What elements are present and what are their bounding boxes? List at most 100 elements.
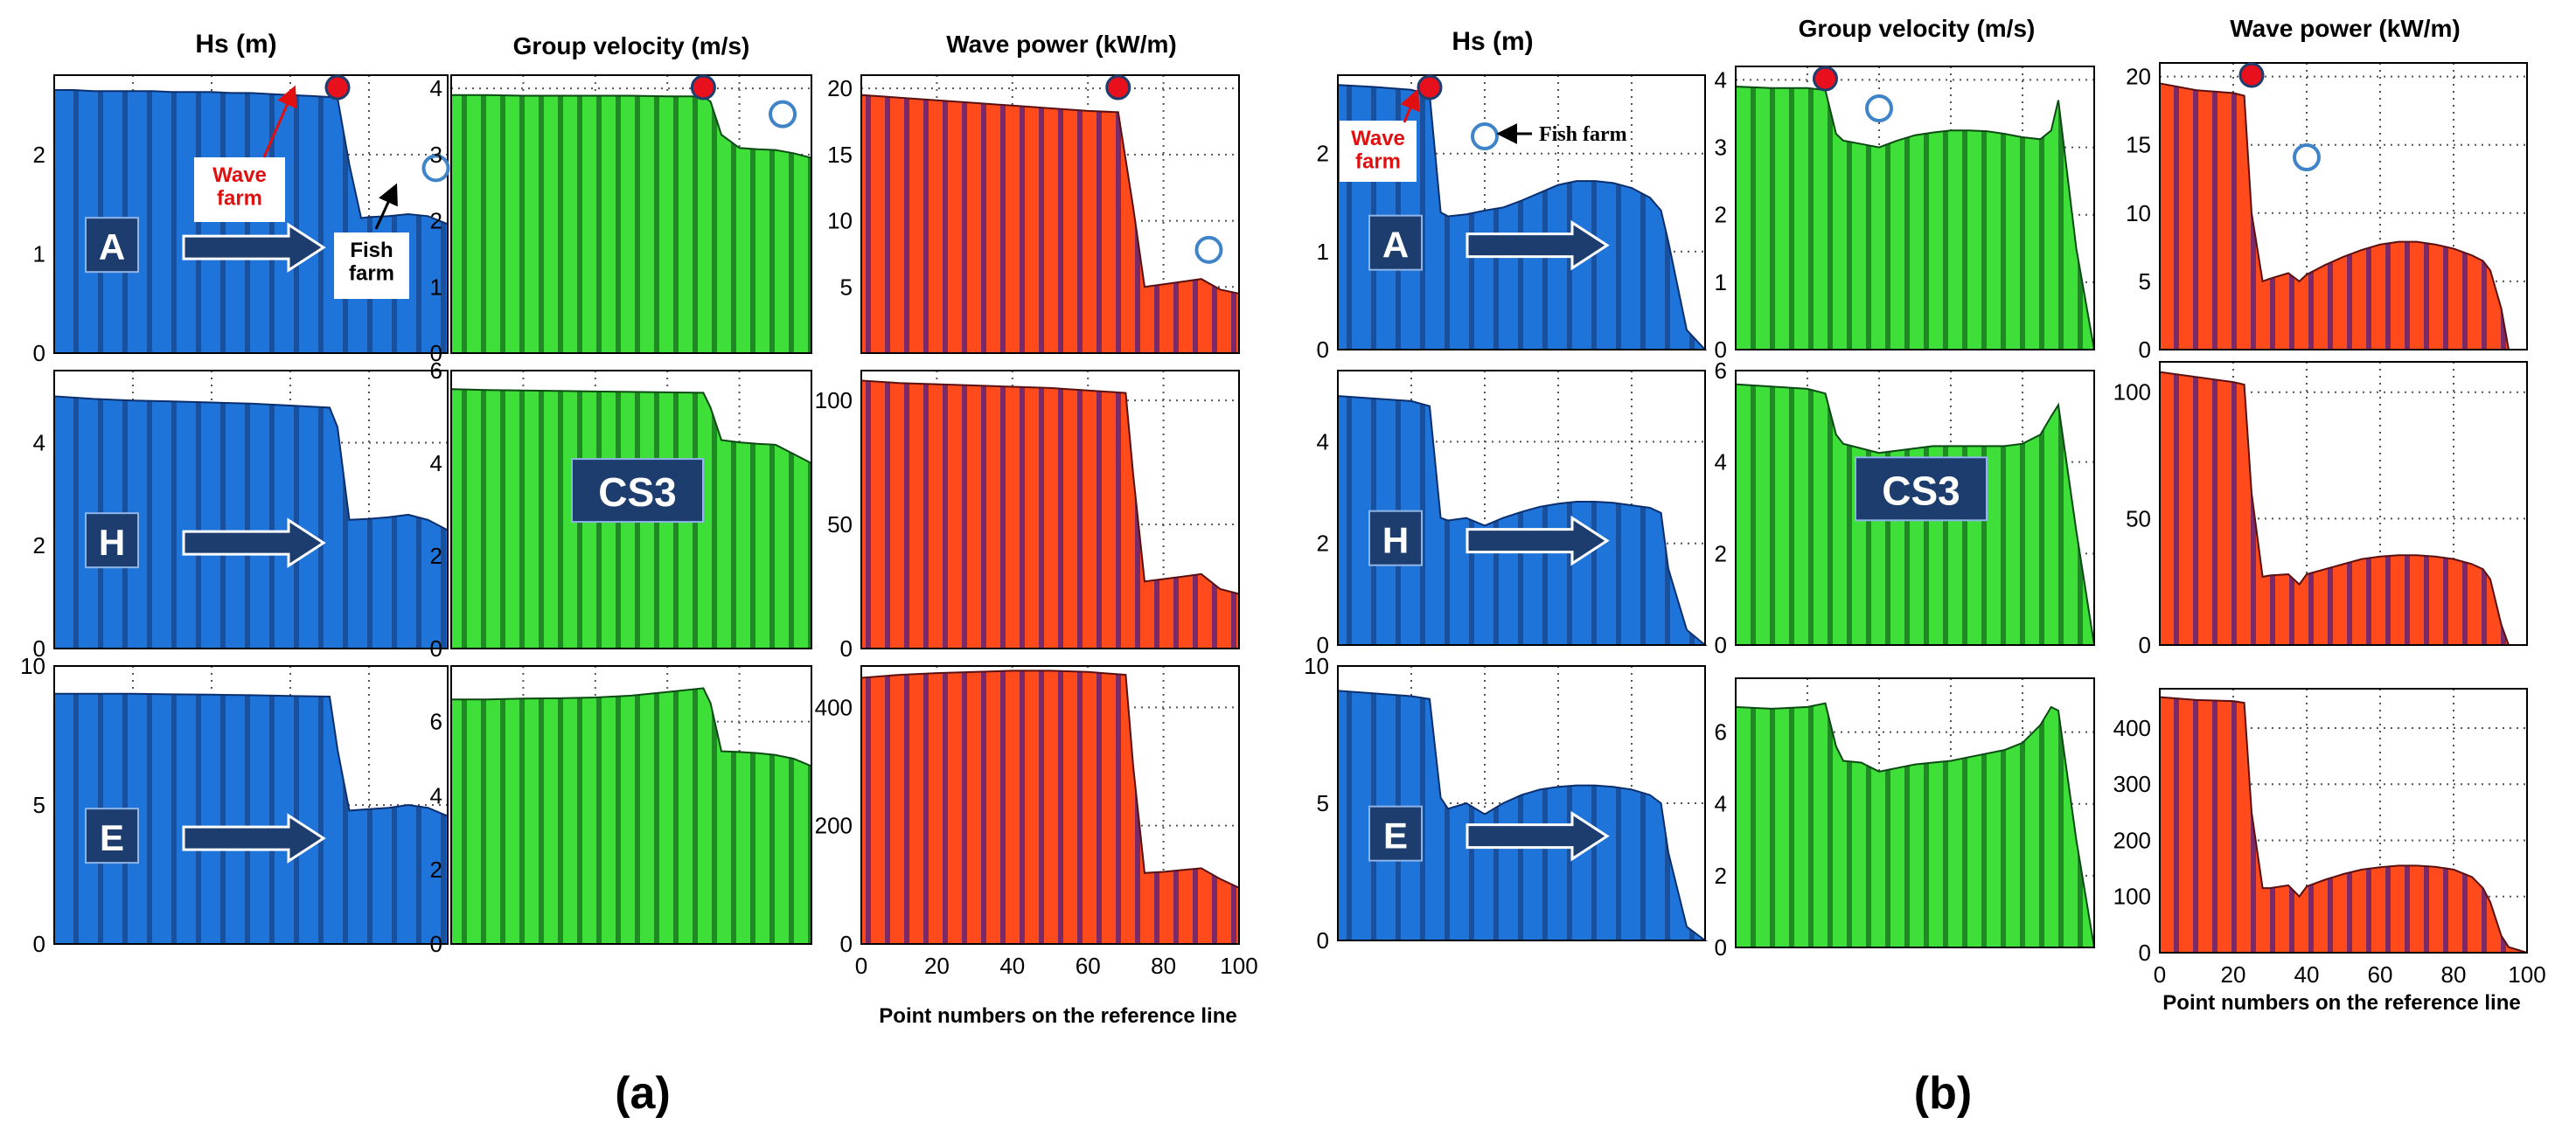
chart-b-e-15: 0 5 10 — [1304, 653, 1709, 954]
plot-frame — [2159, 688, 2528, 954]
series-area — [1337, 395, 1708, 646]
chart-b-a-9: 0 1 2 — [1317, 74, 1708, 363]
series-area — [860, 670, 1240, 945]
plot-frame — [860, 665, 1240, 945]
case-label-e: E — [85, 808, 139, 864]
fish-farm-arrow-a — [374, 183, 398, 230]
y-tick-label: 0 — [430, 931, 442, 957]
chart-b-e-17: 0 100 200 300 400 0 20 40 60 80 100 — [2113, 688, 2546, 988]
y-tick-label: 4 — [1715, 66, 1727, 93]
chart-a-e-6: 0 5 10 — [20, 653, 449, 957]
case-label-box — [85, 808, 139, 864]
y-tick-label: 4 — [430, 450, 442, 476]
y-tick-label: 200 — [815, 813, 853, 839]
fish-farm-marker — [1865, 94, 1893, 122]
wave-farm-marker — [1105, 74, 1131, 101]
y-tick-label: 2 — [33, 532, 45, 559]
y-tick-label: 50 — [2126, 505, 2151, 531]
chart-grid: 0120123451015200240246050100051002460200… — [20, 62, 2546, 988]
fish-farm-marker — [769, 100, 797, 128]
y-tick-label: 10 — [20, 653, 45, 679]
series-area — [1735, 702, 2096, 948]
y-tick-label: 0 — [840, 931, 853, 957]
panel-label-b: (b) — [1914, 1068, 1972, 1119]
fish-farm-label-a: Fish farm — [349, 239, 394, 285]
y-tick-label: 0 — [1715, 337, 1727, 363]
y-tick-label: 4 — [430, 782, 442, 808]
plot-frame — [1735, 66, 2095, 350]
y-tick-label: 2 — [430, 208, 442, 234]
case-label-a: A — [1368, 214, 1423, 271]
direction-arrow — [1466, 515, 1610, 566]
y-tick-label: 1 — [430, 274, 442, 300]
y-tick-label: 4 — [1715, 449, 1727, 475]
y-tick-label: 400 — [2113, 715, 2151, 741]
fish-farm-label-bg-a — [334, 232, 409, 299]
fish-farm-label-b: Fish farm — [1539, 123, 1627, 146]
x-tick-label: 60 — [2368, 961, 2393, 988]
case-label-h: H — [85, 512, 139, 569]
series-area — [53, 692, 449, 945]
y-tick-label: 2 — [430, 857, 442, 883]
plot-frame — [860, 74, 1240, 354]
y-tick-label: 400 — [815, 694, 853, 720]
wave-farm-marker — [690, 74, 716, 101]
wave-farm-label-bg-a — [194, 157, 285, 222]
chart-a-h-3: 0 2 4 — [33, 370, 449, 662]
plot-frame — [450, 370, 812, 649]
series-area — [1337, 690, 1709, 941]
y-tick-label: 2 — [430, 543, 442, 569]
y-tick-label: 100 — [815, 387, 853, 413]
y-tick-label: 10 — [2126, 200, 2151, 226]
y-tick-label: 0 — [33, 340, 45, 366]
y-tick-label: 2 — [1715, 202, 1727, 228]
y-tick-label: 200 — [2113, 827, 2151, 853]
y-tick-label: 5 — [840, 274, 853, 300]
chart-a-e-7: 0 2 4 6 — [430, 665, 812, 957]
y-tick-label: 3 — [430, 142, 442, 168]
fish-farm-marker — [2293, 143, 2321, 171]
cs3-box — [571, 458, 704, 524]
series-area — [860, 94, 1240, 354]
title-cg-a: Group velocity (m/s) — [513, 32, 750, 59]
y-tick-label: 4 — [1715, 791, 1727, 817]
chart-a-h-5: 0 50 100 — [815, 370, 1240, 662]
chart-b-h-12: 0 2 4 — [1317, 370, 1708, 658]
case-label-box — [85, 512, 139, 569]
series-area — [53, 395, 449, 649]
y-tick-label: 0 — [33, 635, 45, 662]
title-cg-b: Group velocity (m/s) — [1799, 15, 2036, 42]
case-label-box — [1368, 214, 1423, 271]
plot-frame — [1337, 370, 1706, 646]
y-tick-label: 0 — [1317, 927, 1329, 954]
y-tick-label: 5 — [33, 792, 45, 818]
case-label-e: E — [1368, 805, 1423, 862]
y-tick-label: 6 — [1715, 719, 1727, 746]
direction-arrow — [1466, 219, 1610, 271]
x-tick-label: 40 — [2294, 961, 2320, 988]
case-label-box — [85, 217, 139, 274]
y-tick-label: 0 — [1317, 337, 1329, 363]
x-tick-label: 100 — [1220, 953, 1257, 979]
title-hs-b: Hs (m) — [1452, 27, 1533, 56]
plot-frame — [2159, 361, 2528, 646]
y-tick-label: 15 — [827, 142, 853, 168]
y-tick-label: 0 — [2139, 337, 2151, 363]
series-area — [2159, 696, 2528, 954]
case-label-text: A — [99, 226, 125, 267]
plot-frame — [53, 370, 449, 649]
case-label-box — [1368, 805, 1423, 862]
cs3-text: CS3 — [598, 469, 676, 515]
plot-frame — [450, 74, 812, 354]
case-label-text: H — [99, 522, 125, 563]
y-tick-label: 2 — [1317, 531, 1329, 557]
y-tick-label: 0 — [2139, 632, 2151, 658]
y-tick-label: 15 — [2126, 132, 2151, 158]
y-tick-label: 100 — [2113, 884, 2151, 910]
wave-farm-marker — [2238, 62, 2265, 88]
chart-b-a-10: 0 1 2 3 4 — [1715, 66, 2096, 363]
title-wp-b: Wave power (kW/m) — [2230, 15, 2460, 42]
y-tick-label: 0 — [1715, 632, 1727, 658]
cs3-label: CS3 — [1855, 456, 1988, 522]
xlabel-b: Point numbers on the reference line — [2162, 991, 2520, 1015]
